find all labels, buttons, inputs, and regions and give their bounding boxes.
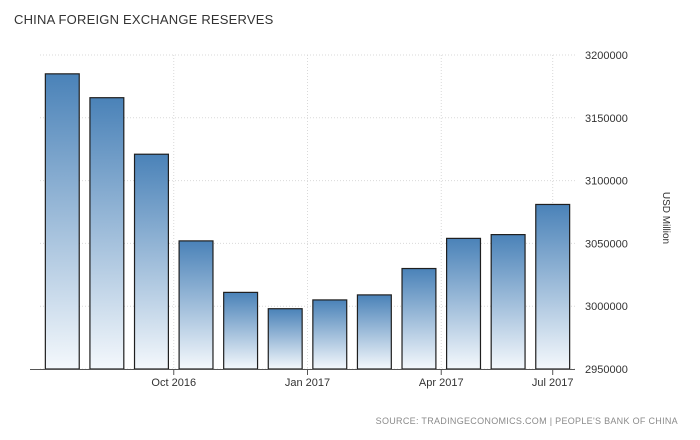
y-tick-label: 3200000 [585, 50, 628, 62]
y-axis-title: USD Million [660, 192, 671, 244]
y-tick-label: 3100000 [585, 176, 628, 188]
y-tick-label: 2950000 [585, 364, 628, 376]
bar-feb-2017 [312, 299, 348, 370]
bars-layer [44, 73, 571, 370]
x-tick-label: Jul 2017 [532, 377, 574, 389]
bar-mar-2017 [356, 294, 392, 370]
bar-dec-2016 [223, 291, 259, 370]
chart-title: CHINA FOREIGN EXCHANGE RESERVES [14, 12, 274, 27]
bar-nov-2016 [178, 240, 214, 370]
source-note: SOURCE: TRADINGECONOMICS.COM | PEOPLE'S … [375, 416, 678, 426]
bar-sep-2016 [89, 97, 125, 370]
y-tick-label: 3000000 [585, 301, 628, 313]
bar-apr-2017 [401, 267, 437, 370]
x-tick-label: Oct 2016 [151, 377, 196, 389]
x-tick-label: Jan 2017 [285, 377, 330, 389]
bar-oct-2016 [133, 153, 170, 370]
bar-aug-2016 [44, 73, 80, 370]
y-tick-label: 3050000 [585, 238, 628, 250]
bar-jan-2017 [267, 308, 303, 370]
bar-jun-2017 [490, 234, 526, 370]
x-tick-label: Apr 2017 [419, 377, 464, 389]
bar-jul-2017 [535, 203, 571, 370]
axis-layer: 2950000 3000000 3050000 3100000 3150000 32000… [30, 50, 628, 389]
y-tick-label: 3150000 [585, 113, 628, 125]
bar-may-2017 [446, 237, 482, 370]
